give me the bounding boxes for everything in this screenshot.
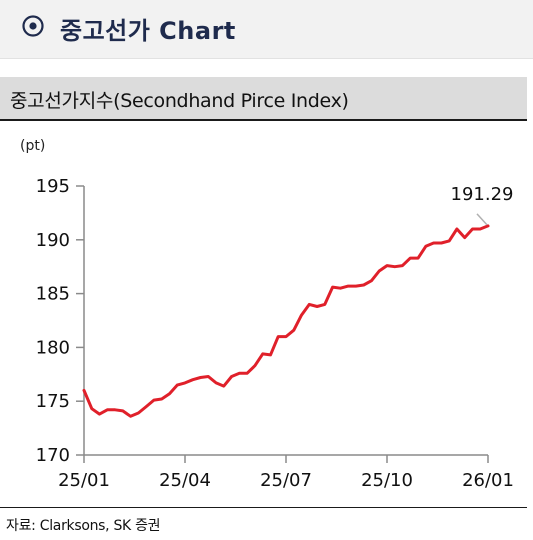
x-tick-label: 25/01 [58,470,110,491]
annotation-label: 191.29 [451,184,514,205]
x-tick-label: 25/04 [159,470,211,491]
series-line [82,224,490,418]
y-tick-label: 170 [36,445,70,466]
y-tick-label: 190 [36,230,70,251]
chart-title-bar: 중고선가지수(Secondhand Pirce Index) [0,77,527,121]
chart-axes [83,186,488,456]
y-tick-label: 180 [36,337,70,358]
target-circle-icon [22,15,44,37]
annotation-group: 191.29 [451,184,514,226]
series-group [82,224,490,418]
source-note: 자료: Clarksons, SK 증권 [6,518,161,534]
annotation-leader-line [476,213,488,226]
x-tick-label: 26/01 [462,470,514,491]
y-axis-ticks: 170 175 180 185 190 195 [36,176,84,466]
page-title: 중고선가 Chart [60,17,236,45]
chart-title: 중고선가지수(Secondhand Pirce Index) [10,90,349,112]
x-axis-ticks: 25/01 25/04 25/07 25/10 26/01 [58,455,514,491]
y-tick-label: 175 [36,391,70,412]
y-axis-unit-label: (pt) [20,138,46,154]
y-tick-label: 185 [36,284,70,305]
source-divider [0,507,527,508]
x-tick-label: 25/10 [361,470,413,491]
x-tick-label: 25/07 [260,470,312,491]
page-header: 중고선가 Chart [0,0,533,59]
y-tick-label: 195 [36,176,70,197]
